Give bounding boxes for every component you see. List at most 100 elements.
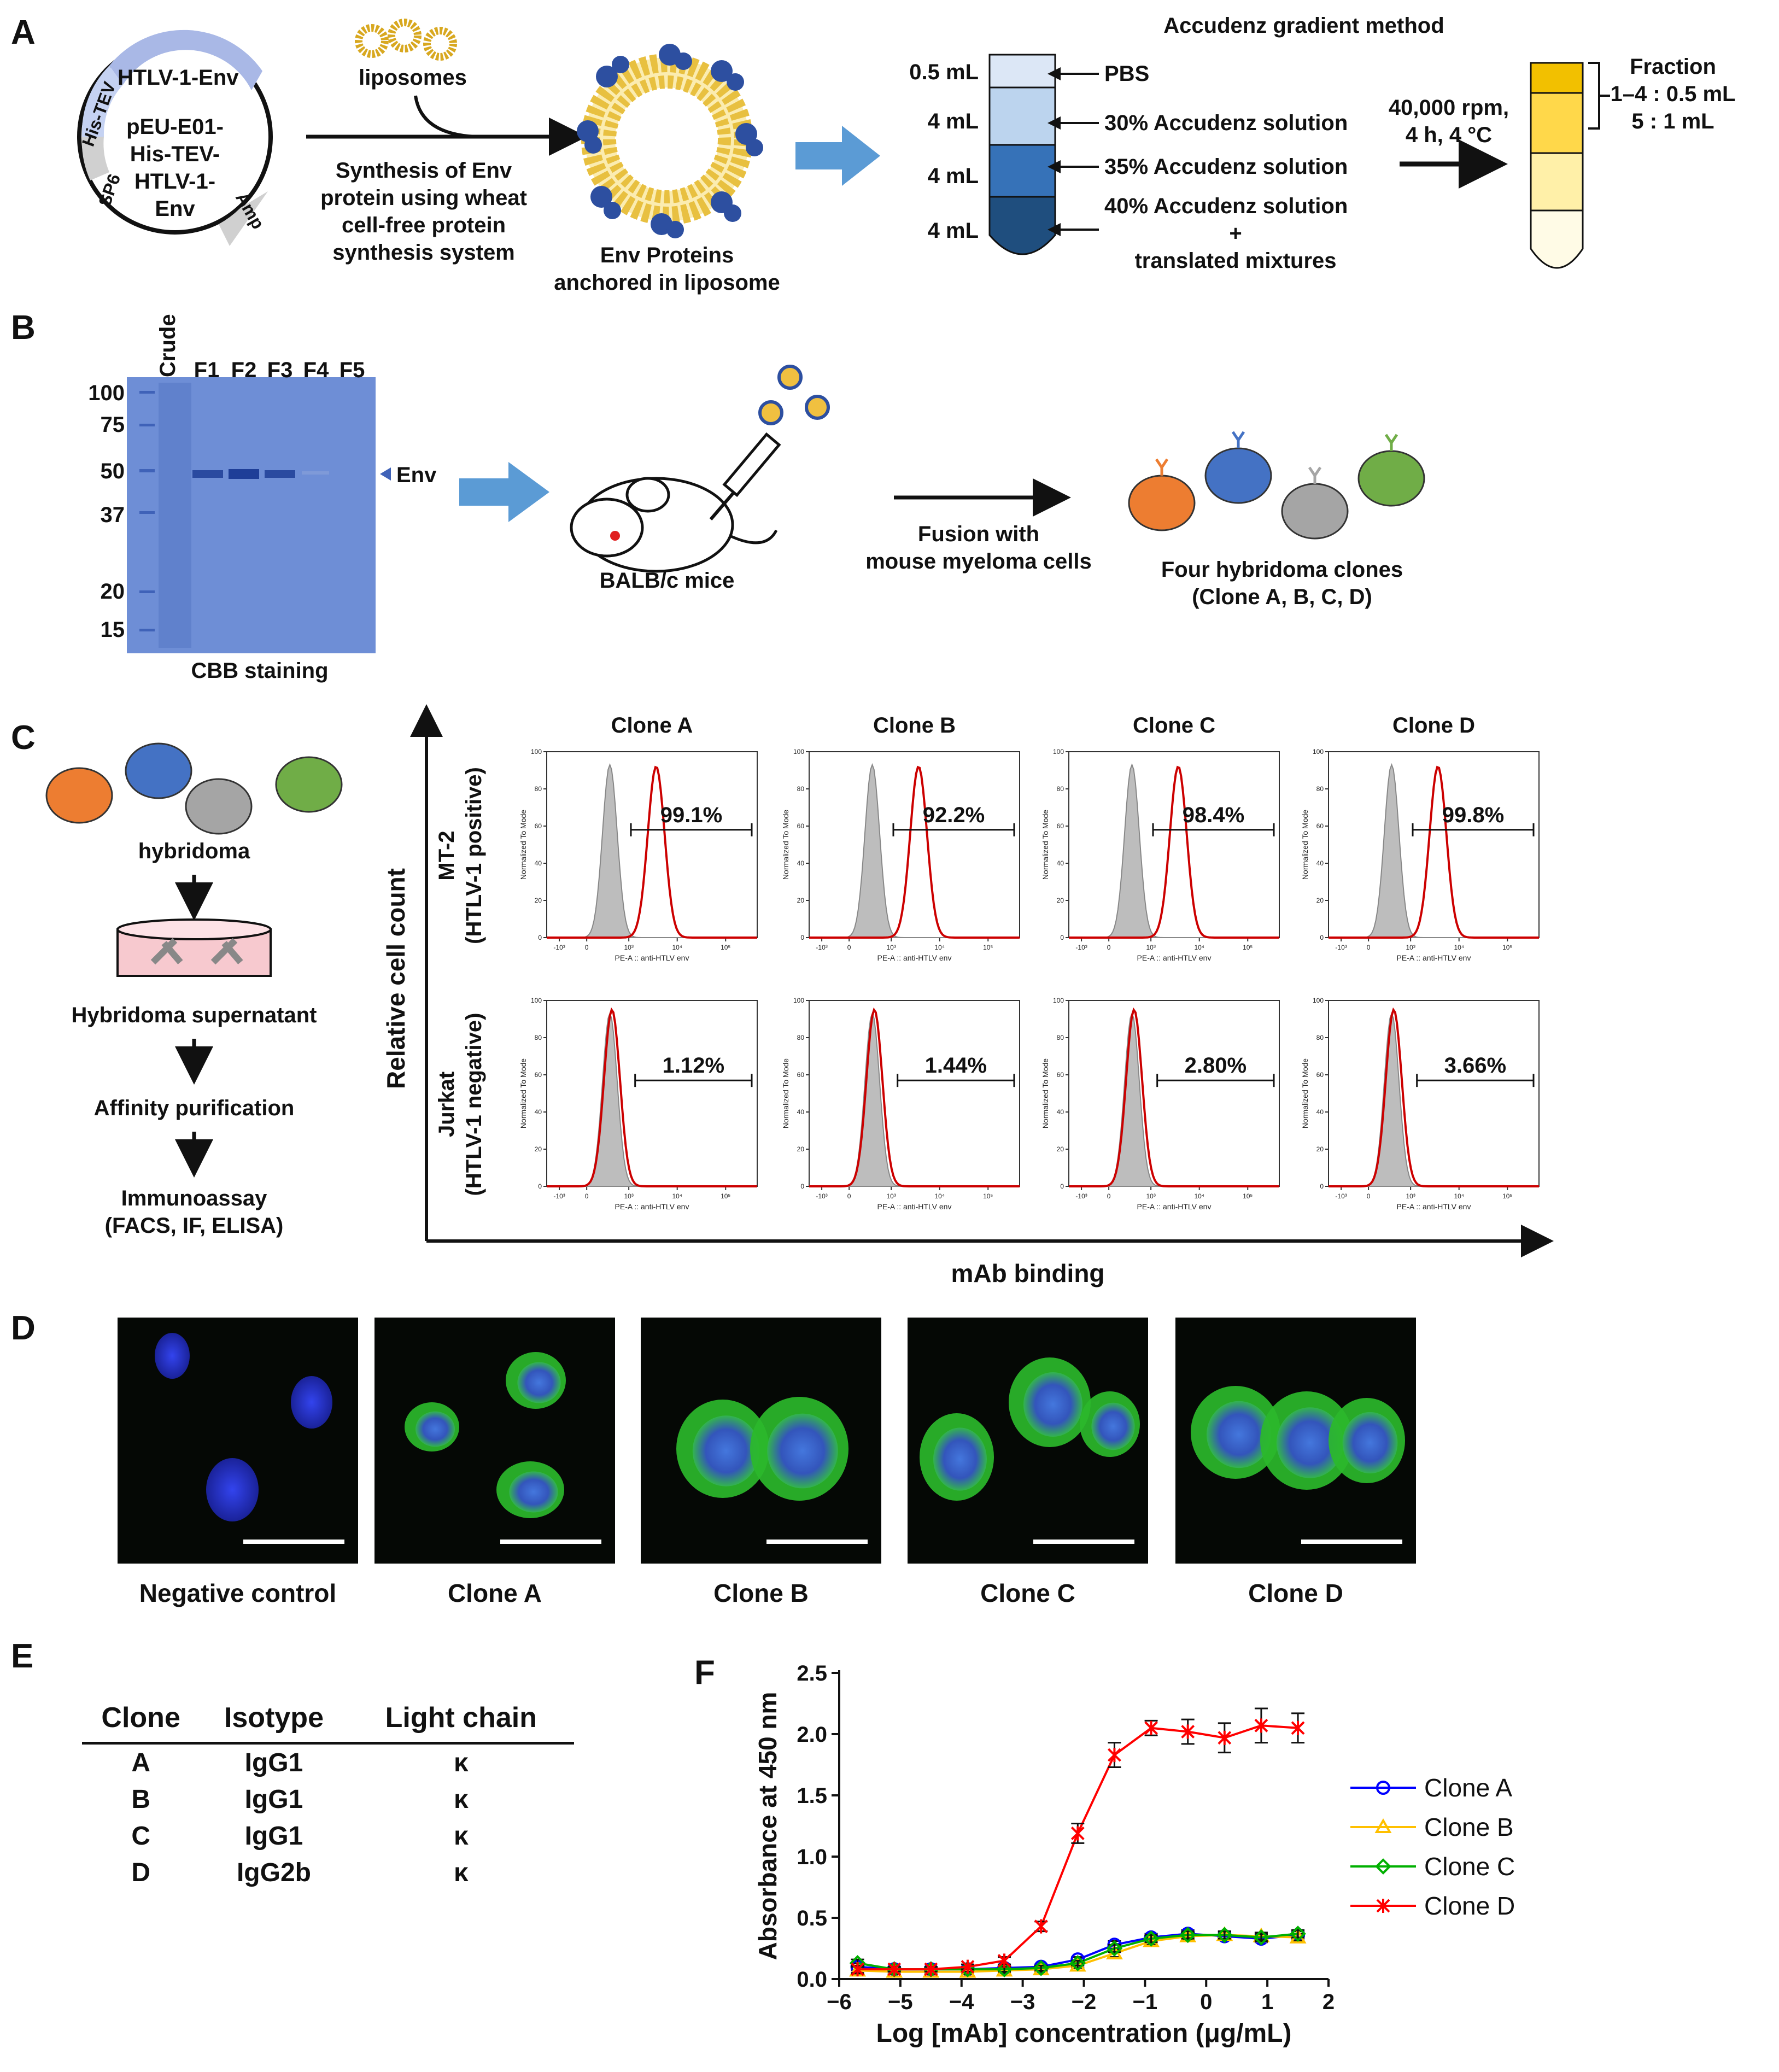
y-tick-label: 40 (797, 1108, 805, 1116)
c-y-axis-label: Relative cell count (382, 868, 410, 1089)
histogram-x-label: PE-A :: anti-HTLV env (1137, 953, 1212, 962)
y-tick-label: 40 (797, 859, 805, 867)
centrifuge-line2: 4 h, 4 °C (1406, 123, 1492, 147)
fraction-tube (1530, 62, 1610, 269)
cell-light-chain: κ (453, 1785, 469, 1814)
hybridoma-clones-c (45, 742, 343, 835)
row1-label-line2: (HTLV-1 positive) (462, 767, 486, 944)
data-point-star (1108, 1748, 1121, 1763)
x-tick-label: 10⁴ (1454, 944, 1464, 951)
x-tick-label: 10³ (1406, 1192, 1415, 1200)
y-tick-label: 0 (1060, 934, 1064, 941)
dapi-nucleus (155, 1333, 190, 1379)
x-tick-label: −3 (1010, 1990, 1035, 2014)
micrograph-caption: Clone C (980, 1579, 1075, 1607)
gate-percentage: 92.2% (923, 803, 985, 827)
marker-75: 75 (101, 413, 125, 437)
cell-isotype: IgG1 (244, 1785, 303, 1814)
dapi-nucleus (692, 1415, 760, 1486)
env-band-label: Env (396, 463, 437, 487)
histogram-y-label: Normalized To Mode (519, 810, 528, 880)
data-point-star (1181, 1724, 1195, 1739)
y-tick-label: 20 (797, 897, 805, 904)
dapi-nucleus (1023, 1372, 1082, 1437)
workflow-hybridoma: hybridoma (138, 839, 250, 863)
y-tick-label: 80 (1316, 1034, 1324, 1041)
cell-isotype: IgG1 (244, 1822, 303, 1851)
volume-3: 4 mL (928, 219, 979, 243)
antibody-histogram (809, 765, 1020, 939)
y-tick-label: 40 (535, 859, 542, 867)
x-tick-label: 0 (1200, 1990, 1212, 2014)
x-axis-title: Log [mAb] concentration (μg/mL) (876, 2019, 1292, 2048)
dapi-nucleus (933, 1427, 987, 1491)
layer-40: 40% Accudenz solution (1104, 194, 1348, 218)
y-tick-label: 60 (1316, 1071, 1324, 1079)
liposomes-label: liposomes (359, 66, 467, 90)
histogram-y-label: Normalized To Mode (1301, 1058, 1309, 1128)
antibody-histogram (1069, 1007, 1279, 1187)
row1-label-line1: MT-2 (435, 830, 459, 880)
y-tick-label: 40 (1057, 1108, 1064, 1116)
fraction-line2: 1–4 : 0.5 mL (1610, 82, 1735, 106)
y-tick-label: 100 (531, 748, 542, 756)
gate-percentage: 3.66% (1444, 1053, 1506, 1078)
lane-f1: F1 (194, 358, 220, 382)
panel-label-a: A (11, 14, 36, 51)
x-tick-label: 10⁵ (1502, 944, 1512, 951)
y-tick-label: 60 (797, 822, 805, 830)
y-tick-label: 0 (1320, 1183, 1324, 1190)
x-tick-label: -10³ (553, 944, 565, 951)
column-label: Clone A (611, 713, 693, 738)
row2-label-line2: (HTLV-1 negative) (462, 1013, 486, 1196)
histogram-x-label: PE-A :: anti-HTLV env (1397, 1202, 1471, 1211)
synthesis-line4: synthesis system (332, 241, 515, 265)
x-tick-label: 10⁴ (1194, 1192, 1204, 1200)
legend-label: Clone D (1424, 1892, 1515, 1920)
centrifuge-line1: 40,000 rpm, (1389, 96, 1509, 120)
dapi-nucleus (1276, 1407, 1344, 1478)
x-tick-label: 1 (1261, 1990, 1273, 2014)
x-tick-label: 10⁴ (1454, 1192, 1464, 1200)
data-point-triangle (1374, 1818, 1392, 1833)
panel-label-d: D (11, 1309, 36, 1347)
x-tick-label: −5 (888, 1990, 913, 2014)
gradient-title: Accudenz gradient method (1163, 14, 1444, 38)
workflow-supernatant: Hybridoma supernatant (72, 1003, 317, 1027)
histogram-frame (546, 1000, 758, 1187)
histogram-y-label: Normalized To Mode (781, 810, 790, 880)
mice-label: BALB/c mice (600, 569, 735, 593)
dapi-nucleus (767, 1413, 838, 1489)
data-point-star (1254, 1718, 1268, 1733)
y-tick-label: 100 (1053, 748, 1064, 756)
x-tick-label: 10³ (886, 944, 896, 951)
y-tick-label: 100 (531, 997, 542, 1004)
x-tick-label: 0 (1367, 944, 1371, 951)
gate-percentage: 99.1% (660, 803, 722, 827)
marker-20: 20 (101, 580, 125, 604)
layer-35: 35% Accudenz solution (1104, 155, 1348, 179)
y-tick-label: 80 (1057, 785, 1064, 793)
x-tick-label: 0 (1107, 1192, 1111, 1200)
elisa-chart: 0.0 0.5 1.0 1.5 2.0 2.5 −6 −5 −4 −3 −2 −1 0 1 2 Log [mA… (753, 1661, 1515, 2048)
dapi-nucleus (206, 1458, 259, 1521)
data-point-diamond (1106, 1940, 1123, 1957)
micrograph-caption: Clone D (1248, 1579, 1343, 1607)
x-tick-label: 10³ (886, 1192, 896, 1200)
y-tick-label: 60 (1316, 822, 1324, 830)
fusion-line1: Fusion with (918, 522, 1039, 546)
data-point-diamond (1033, 1960, 1050, 1976)
data-point-star (1144, 1720, 1158, 1735)
fraction-line3: 5 : 1 mL (1631, 109, 1714, 133)
arrow-to-mouse (459, 462, 549, 522)
x-tick-label: 10⁵ (721, 944, 730, 951)
y-tick-label: 80 (1057, 1034, 1064, 1041)
y-tick-label: 0 (1060, 1183, 1064, 1190)
marker-15: 15 (101, 618, 125, 642)
histogram-y-label: Normalized To Mode (1041, 1058, 1050, 1128)
y-tick-label: 40 (1316, 859, 1324, 867)
x-tick-label: −6 (827, 1990, 852, 2014)
plasmid-name-line3: HTLV-1- (134, 169, 215, 194)
x-tick-label: 0 (585, 1192, 589, 1200)
cell-clone: B (131, 1785, 150, 1814)
